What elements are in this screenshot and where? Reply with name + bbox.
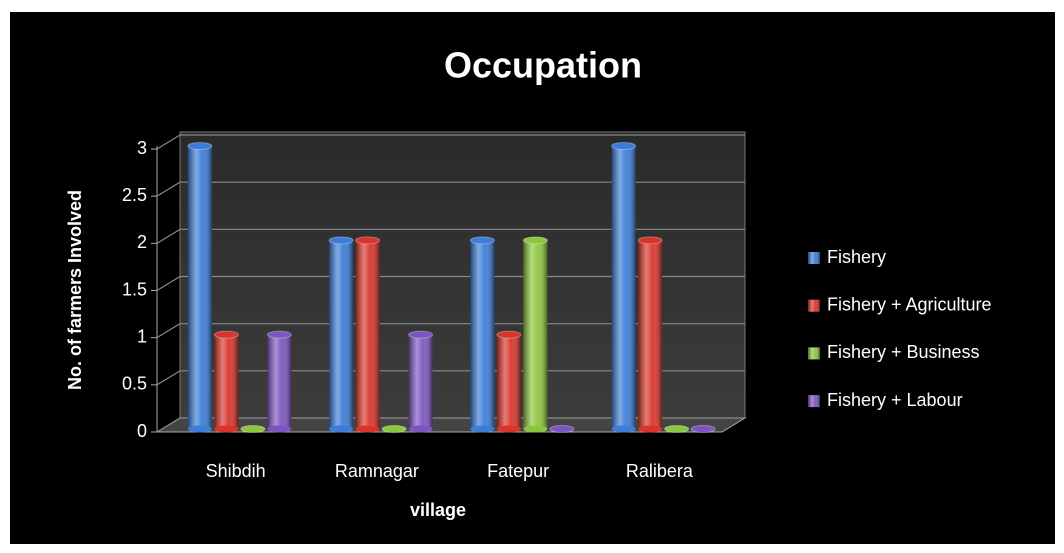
bar-shade bbox=[638, 240, 663, 429]
bar-top bbox=[328, 236, 354, 245]
y-tick-label: 0 bbox=[137, 421, 147, 441]
bar-top bbox=[690, 425, 716, 433]
legend-label: Fishery bbox=[827, 247, 886, 267]
plot-area: 0 0.5 1 1.5 2 2.5 3 Shibdih Ramnagar Fatepur Ralib… bbox=[122, 131, 747, 481]
x-tick-label: Fatepur bbox=[487, 461, 549, 481]
legend-swatch-shade bbox=[808, 299, 820, 312]
y-tick-label: 3 bbox=[137, 138, 147, 158]
legend-label: Fishery + Business bbox=[827, 342, 980, 362]
legend-label: Fishery + Agriculture bbox=[827, 294, 992, 314]
grid-line bbox=[156, 370, 181, 386]
grid-line bbox=[156, 417, 181, 433]
bar-top bbox=[408, 330, 434, 339]
y-tick-label: 2.5 bbox=[122, 185, 147, 205]
y-tick-label: 1.5 bbox=[122, 279, 147, 299]
grid-line bbox=[156, 181, 181, 197]
bar-bottom bbox=[214, 425, 239, 433]
bar-shade bbox=[187, 146, 212, 429]
grid-line bbox=[156, 134, 181, 150]
bar-top bbox=[240, 425, 266, 433]
bar-top bbox=[381, 425, 407, 433]
bar-top bbox=[187, 142, 213, 150]
bar-bottom bbox=[408, 425, 433, 433]
bar-bottom bbox=[329, 425, 354, 433]
bar-bottom bbox=[496, 425, 521, 433]
grid-line bbox=[156, 228, 181, 244]
bar-top bbox=[637, 236, 663, 245]
bar-shade bbox=[214, 334, 239, 429]
grid-line bbox=[156, 275, 181, 292]
legend-swatch-shade bbox=[808, 395, 820, 408]
bar-top bbox=[664, 425, 690, 433]
y-axis-label: No. of farmers Involved bbox=[65, 190, 85, 390]
bar-shade bbox=[523, 240, 548, 429]
legend: Fishery Fishery + Agriculture Fishery + Bu… bbox=[808, 247, 992, 410]
bar-top bbox=[522, 236, 548, 245]
chart-title: Occupation bbox=[444, 45, 642, 86]
x-tick-label: Ralibera bbox=[626, 461, 694, 481]
bar-shade bbox=[611, 146, 636, 429]
bar-top bbox=[355, 236, 381, 245]
legend-label: Fishery + Labour bbox=[827, 390, 963, 410]
x-tick-label: Shibdih bbox=[206, 461, 266, 481]
legend-swatch-shade bbox=[808, 252, 820, 264]
bar-bottom bbox=[267, 425, 292, 433]
bar-top bbox=[549, 425, 575, 433]
x-axis-label: village bbox=[410, 500, 466, 520]
x-tick-label: Ramnagar bbox=[335, 461, 419, 481]
bar-shade bbox=[408, 334, 433, 429]
legend-swatch-shade bbox=[808, 347, 820, 360]
bar-shade bbox=[470, 240, 495, 429]
y-tick-label: 0.5 bbox=[122, 374, 147, 394]
bar-bottom bbox=[611, 425, 636, 433]
bar-bottom bbox=[470, 425, 495, 433]
bar-top bbox=[266, 330, 292, 339]
bar-bottom bbox=[355, 425, 380, 433]
y-tick-label: 1 bbox=[137, 326, 147, 346]
y-tick-label: 2 bbox=[137, 232, 147, 252]
bar-shade bbox=[496, 334, 521, 429]
bar-top bbox=[213, 330, 239, 339]
bar-top bbox=[469, 236, 495, 245]
bar-shade bbox=[267, 334, 292, 429]
bar-shade bbox=[329, 240, 354, 429]
bar-bottom bbox=[187, 425, 212, 433]
bar-top bbox=[611, 142, 637, 150]
bar-top bbox=[496, 330, 522, 339]
bar-bottom bbox=[638, 425, 663, 433]
bar-bottom bbox=[523, 425, 548, 433]
bar-shade bbox=[355, 240, 380, 429]
grid-line bbox=[156, 323, 181, 339]
